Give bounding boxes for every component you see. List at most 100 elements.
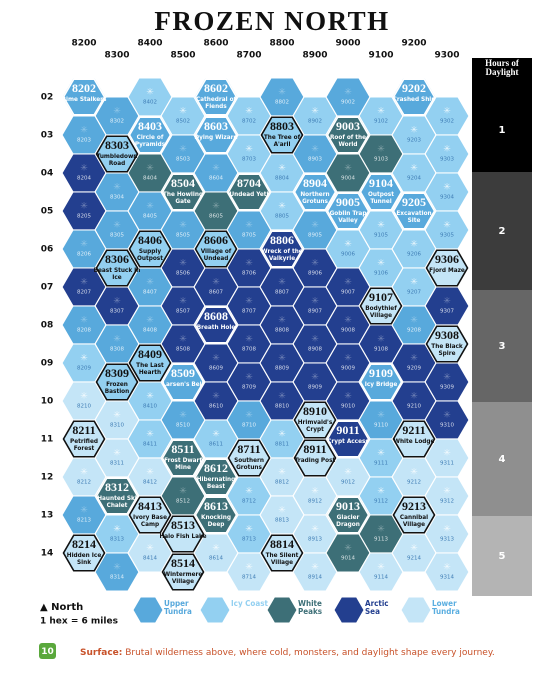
named-hex-outline (293, 401, 337, 439)
hex-id: 8209 (77, 366, 91, 372)
hex-icon: ✳ (278, 354, 286, 364)
hex-icon: ✳ (179, 411, 187, 421)
hex-icon: ✳ (80, 506, 88, 516)
hex-id: 9013 (336, 499, 360, 513)
hex-name: Knocking Deep (201, 514, 231, 528)
hex-id: 8213 (77, 518, 91, 524)
hex-icon: ✳ (80, 468, 88, 478)
hex-icon: ✳ (443, 145, 451, 155)
hex-id: 8413 (138, 499, 162, 513)
hex-icon: ✳ (278, 202, 286, 212)
hex-name-box: Bodythief Village (365, 305, 397, 319)
hex-id: 8204 (77, 176, 91, 182)
hex-id: 8210 (77, 404, 91, 410)
hex-icon: ✳ (80, 392, 88, 402)
hex-icon: ✳ (245, 487, 253, 497)
hex-name-box: Knocking Deep (201, 514, 231, 528)
hex-id: 8712 (242, 499, 256, 505)
hex-name: Excavation Site (396, 210, 432, 224)
hex-id: 8813 (275, 518, 289, 524)
hex-icon: ✳ (377, 525, 385, 535)
hex-icon: ✳ (179, 107, 187, 117)
hex-id: 8208 (77, 328, 91, 334)
hex-id: 9012 (341, 480, 355, 486)
named-hex-outline (161, 363, 205, 401)
hex-icon: ✳ (146, 544, 154, 554)
hex-name-box: Crashed Ship (393, 96, 436, 102)
hex-name: Bodythief Village (365, 305, 397, 319)
hex-icon: ✳ (245, 373, 253, 383)
hex-icon: ✳ (212, 544, 220, 554)
named-hex-outline (128, 116, 172, 154)
named-hex-outline (95, 135, 139, 173)
hex-id: 9305 (440, 233, 454, 239)
hex-icon: ✳ (443, 449, 451, 459)
hex-id: 8709 (242, 385, 256, 391)
hex-id: 8207 (77, 290, 91, 296)
hex-name-box: Wintermere Village (164, 571, 203, 584)
hex-name-box: Rime Stalkers (62, 96, 107, 102)
hex-id: 9210 (407, 404, 421, 410)
hex-name-box: Cathedral of Fiends (196, 96, 236, 109)
row-label: 10 (41, 397, 54, 407)
hex-icon: ✳ (80, 164, 88, 174)
hex-id: 8910 (303, 404, 327, 418)
hex-id: 9107 (369, 290, 393, 304)
hex-name-box: Hidden Ice Sink (67, 552, 101, 565)
hex-id: 9102 (374, 119, 388, 125)
hex-id: 8410 (143, 404, 157, 410)
named-hex-outline (194, 306, 238, 344)
hex-name: Ivory Base Camp (132, 514, 167, 528)
hex-id: 8506 (176, 271, 190, 277)
hex-icon: ✳ (212, 354, 220, 364)
hex-id: 8305 (110, 233, 124, 239)
named-hex-outline (161, 439, 205, 477)
hex-name-box: Tumbledown Road (97, 153, 138, 166)
hex-id: 8702 (242, 119, 256, 125)
hex-name: Dying Wizard (194, 134, 238, 141)
hex-icon: ✳ (410, 240, 418, 250)
column-label: 9200 (401, 39, 426, 49)
hex-icon: ✳ (443, 411, 451, 421)
hex-icon: ✳ (443, 107, 451, 117)
hex-id: 9113 (374, 537, 388, 543)
hex-id: 8205 (77, 214, 91, 220)
hex-icon: ✳ (278, 316, 286, 326)
hex-id: 9104 (369, 176, 393, 190)
hex-icon: ✳ (146, 316, 154, 326)
hex-icon: ✳ (377, 449, 385, 459)
hex-id: 9004 (341, 176, 355, 182)
hex-id: 8303 (105, 138, 129, 152)
daylight-header (472, 58, 532, 88)
hex-id: 8907 (308, 309, 322, 315)
hex-icon: ✳ (377, 411, 385, 421)
footer-text: Surface: Brutal wilderness above, where … (80, 648, 495, 658)
hex-icon: ✳ (146, 430, 154, 440)
hex-labels: 8202 8302 ✳ 8402 ✳ 8502 ✳ 8602 8702 ✳ 8802 ✳ 8902 ✳ 90… (62, 78, 469, 591)
hex-icon: ✳ (179, 487, 187, 497)
hex-id: 9003 (336, 119, 360, 133)
hex-icon: ✳ (344, 354, 352, 364)
hex-name-box: Trading Post (295, 457, 336, 463)
hex-icon: ✳ (212, 392, 220, 402)
hex-name-box: Hrimvald's Crypt (298, 419, 333, 432)
named-hex-outline (260, 230, 304, 268)
column-label: 8500 (170, 51, 195, 61)
hex-id: 8704 (237, 176, 261, 190)
hex-id: 9110 (374, 423, 388, 429)
hex-id: 8503 (176, 157, 190, 163)
hex-id: 9203 (407, 138, 421, 144)
hex-icon: ✳ (113, 563, 121, 573)
hex-name: Cannibal Village (399, 514, 429, 528)
hex-name-box: Breath Hole (197, 324, 235, 330)
hex-id: 8512 (176, 499, 190, 505)
hex-icon: ✳ (80, 202, 88, 212)
hex-id: 9008 (341, 328, 355, 334)
hex-icon: ✳ (80, 316, 88, 326)
hex-name-box: Southern Grotuns (234, 457, 264, 470)
north-indicator: ▲ North (40, 602, 83, 613)
hex-icon: ✳ (113, 221, 121, 231)
hex-icon: ✳ (410, 354, 418, 364)
hex-id: 8811 (275, 442, 289, 448)
hex-name-box: Ivory Base Camp (132, 514, 167, 528)
